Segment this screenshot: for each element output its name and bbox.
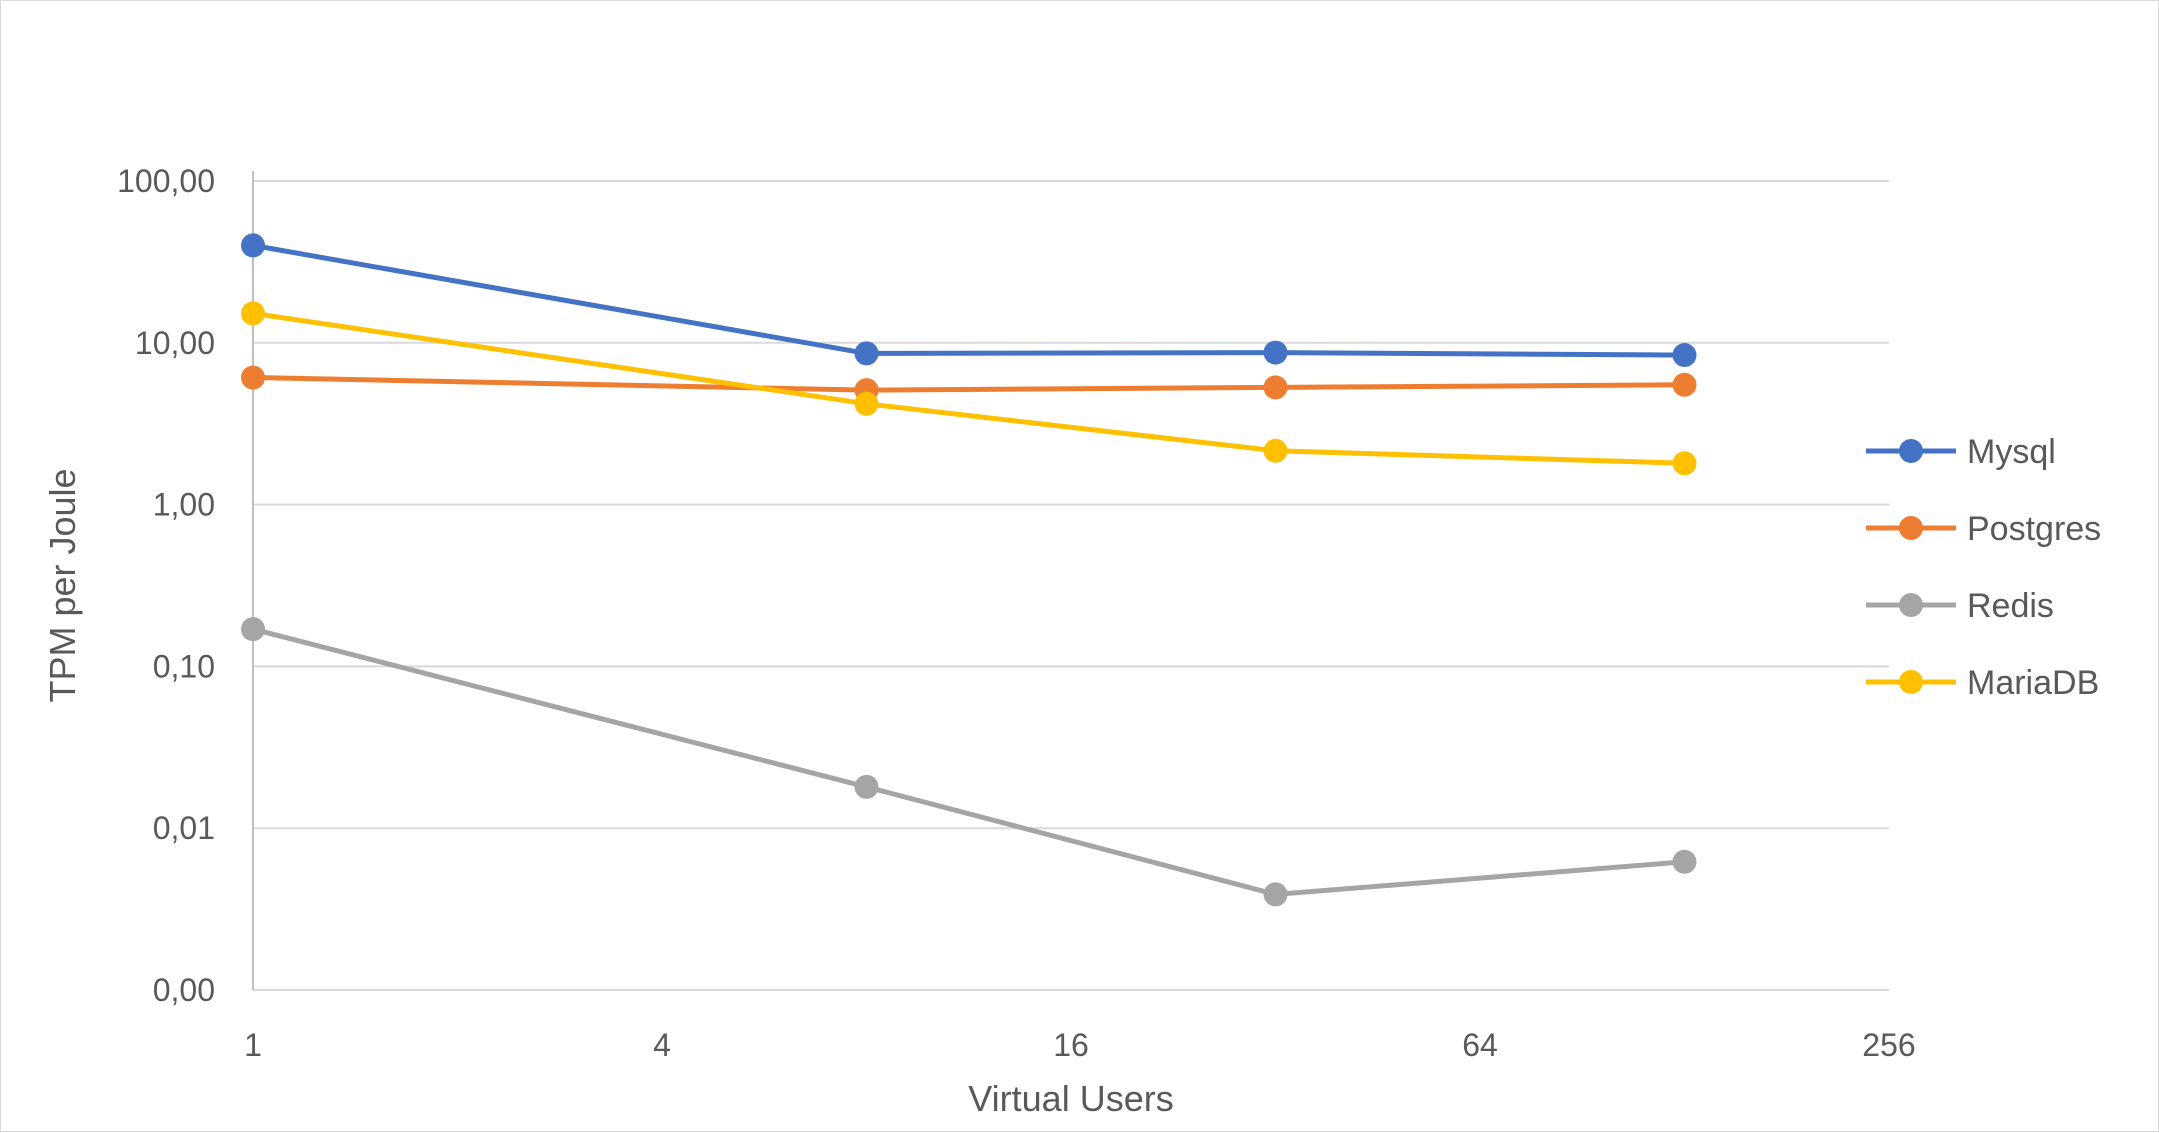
legend: Mysql Postgres Redis MariaDB (1866, 433, 2101, 702)
x-tick-label: 256 (1862, 1027, 1915, 1063)
x-axis-title: Virtual Users (968, 1078, 1173, 1119)
legend-label: MariaDB (1967, 664, 2099, 702)
y-tick-label: 0,01 (153, 810, 215, 846)
series-line-redis (252, 626, 1685, 897)
data-point-postgres (1672, 372, 1697, 397)
legend-item-mariadb: MariaDB (1866, 664, 2099, 702)
series-line-mysql (252, 242, 1685, 358)
legend-label: Redis (1967, 587, 2054, 625)
y-tick-label: 100,00 (117, 163, 215, 199)
x-axis-ticks: 1 4 16 64 256 (244, 1027, 1916, 1063)
x-tick-label: 4 (653, 1027, 671, 1063)
data-point-mariadb (854, 391, 879, 416)
y-tick-label: 10,00 (135, 325, 215, 361)
x-tick-label: 16 (1053, 1027, 1089, 1063)
legend-marker (1899, 670, 1923, 694)
legend-marker (1899, 516, 1923, 540)
series-line-mariadb (252, 310, 1685, 466)
legend-item-mysql: Mysql (1866, 433, 2056, 471)
x-tick-label: 64 (1462, 1027, 1498, 1063)
data-point-mysql (854, 341, 879, 366)
data-point-postgres (241, 365, 265, 390)
y-tick-label: 0,00 (153, 972, 215, 1008)
series-points (241, 233, 1697, 907)
data-point-mariadb (241, 301, 265, 326)
data-point-redis (1672, 849, 1697, 874)
y-tick-label: 1,00 (153, 487, 215, 523)
y-tick-label: 0,10 (153, 648, 215, 684)
y-axis-title: TPM per Joule (42, 468, 83, 702)
data-point-redis (241, 617, 265, 642)
data-point-mysql (1263, 340, 1288, 365)
data-point-mysql (1672, 343, 1697, 368)
data-point-mariadb (1672, 451, 1697, 476)
data-point-redis (854, 774, 879, 799)
legend-item-postgres: Postgres (1866, 510, 2101, 548)
x-tick-label: 1 (244, 1027, 262, 1063)
legend-marker (1899, 439, 1923, 463)
y-axis-ticks: 0,00 0,01 0,10 1,00 10,00 100,00 (117, 163, 215, 1008)
series-lines (252, 242, 1685, 897)
data-point-redis (1263, 882, 1288, 907)
legend-item-redis: Redis (1866, 587, 2054, 625)
gridlines (252, 171, 1889, 991)
series-line-postgres (252, 375, 1685, 393)
data-point-mariadb (1263, 438, 1288, 463)
data-point-postgres (1263, 375, 1288, 400)
data-point-mysql (241, 233, 265, 258)
legend-marker (1899, 593, 1923, 617)
legend-label: Mysql (1967, 433, 2056, 471)
legend-label: Postgres (1967, 510, 2101, 548)
